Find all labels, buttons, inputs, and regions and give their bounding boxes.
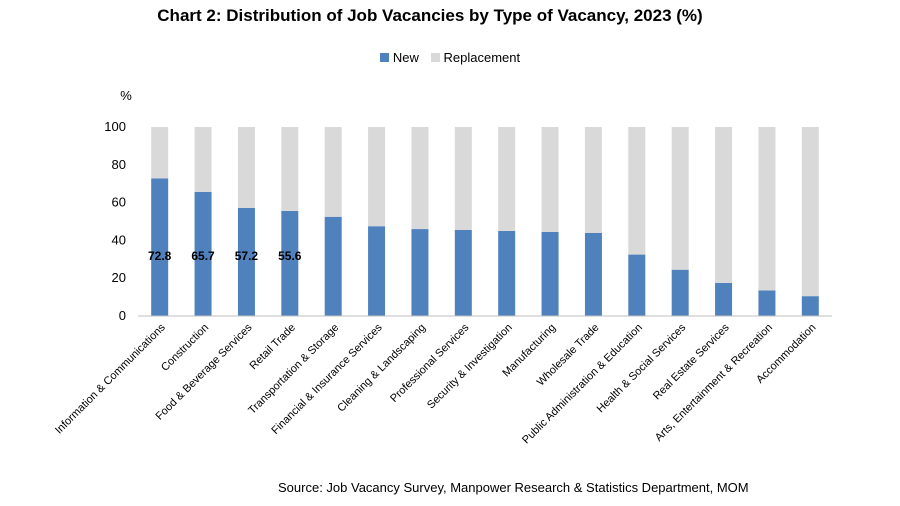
legend-item-replacement: Replacement [430, 50, 521, 65]
bar-replacement [498, 127, 516, 231]
bar-replacement [194, 127, 212, 192]
data-label: 57.2 [235, 249, 259, 263]
legend-swatch-replacement [430, 53, 440, 62]
bar-new [454, 230, 472, 316]
bar-new [758, 290, 776, 316]
bar-new [194, 191, 212, 316]
bar-new [324, 216, 342, 316]
y-tick-label: 0 [119, 308, 126, 323]
bar-new [281, 210, 299, 316]
bar-replacement [411, 127, 429, 230]
data-label: 55.6 [278, 249, 302, 263]
x-tick-label: Security & Investigation [425, 322, 515, 412]
bar-new [715, 282, 733, 316]
chart-title: Chart 2: Distribution of Job Vacancies b… [157, 6, 703, 25]
legend-label-new: New [392, 50, 419, 65]
bar-replacement [715, 127, 733, 283]
bar-new [368, 226, 386, 316]
bar-replacement [454, 127, 472, 231]
bar-replacement [671, 127, 689, 270]
bar-replacement [801, 127, 819, 297]
chart-legend: New Replacement [0, 50, 900, 65]
bar-new [411, 229, 429, 316]
bar-replacement [758, 127, 776, 291]
y-tick-label: 40 [112, 232, 126, 247]
bar-replacement [584, 127, 602, 233]
legend-item-new: New [379, 50, 419, 65]
bar-replacement [324, 127, 342, 217]
bar-replacement [368, 127, 386, 227]
legend-label-replacement: Replacement [443, 50, 521, 65]
bar-new [584, 232, 602, 316]
y-tick-label: 20 [112, 270, 126, 285]
bar-new [541, 231, 559, 316]
bar-new [801, 296, 819, 316]
x-tick-label: Professional Services [388, 321, 472, 405]
bar-new [628, 254, 646, 316]
x-tick-label: Health & Social Services [595, 321, 689, 415]
legend-swatch-new [379, 53, 389, 62]
bar-new [498, 230, 516, 316]
bar-new [151, 178, 169, 316]
bar-new [671, 269, 689, 316]
data-label: 72.8 [148, 249, 172, 263]
x-tick-label: Transportation & Storage [246, 322, 341, 417]
y-tick-label: 100 [104, 119, 126, 134]
y-tick-label: 60 [112, 195, 126, 210]
bar-replacement [151, 127, 169, 179]
source-note: Source: Job Vacancy Survey, Manpower Res… [278, 480, 749, 495]
bar-new [237, 207, 255, 316]
bar-replacement [541, 127, 559, 232]
x-tick-label: Real Estate Services [651, 321, 732, 402]
y-tick-label: 80 [112, 157, 126, 172]
x-tick-label: Information & Communications [53, 321, 168, 436]
y-axis-unit-label: % [120, 88, 132, 103]
data-label: 65.7 [191, 249, 215, 263]
bar-replacement [237, 127, 255, 208]
bar-replacement [628, 127, 646, 255]
bar-replacement [281, 127, 299, 211]
x-tick-label: Cleaning & Landscaping [335, 322, 428, 415]
